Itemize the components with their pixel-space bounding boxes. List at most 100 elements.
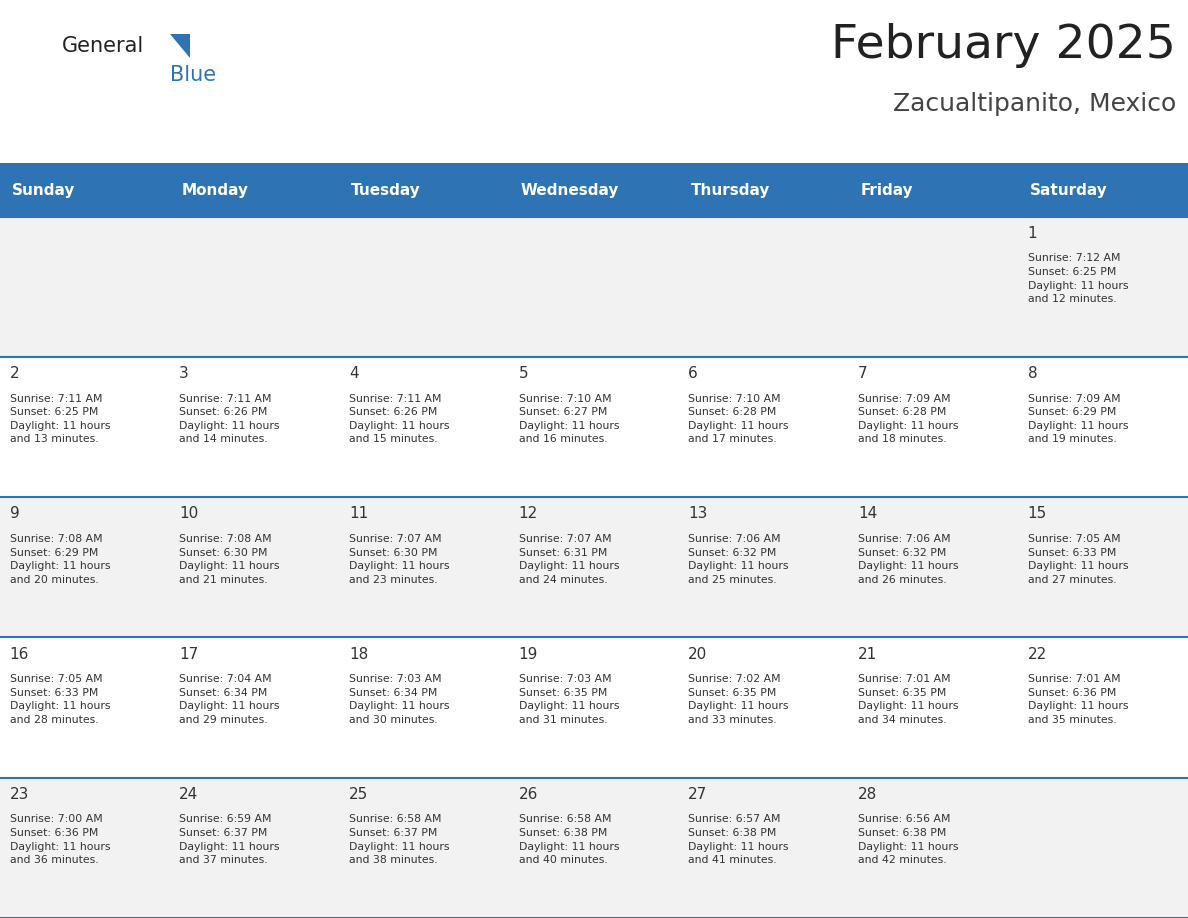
Text: Monday: Monday (182, 183, 248, 197)
Bar (848, 357, 1018, 498)
Bar (170, 637, 340, 778)
Text: Sunrise: 7:06 AM
Sunset: 6:32 PM
Daylight: 11 hours
and 25 minutes.: Sunrise: 7:06 AM Sunset: 6:32 PM Dayligh… (688, 534, 789, 585)
Text: Sunrise: 7:10 AM
Sunset: 6:27 PM
Daylight: 11 hours
and 16 minutes.: Sunrise: 7:10 AM Sunset: 6:27 PM Dayligh… (519, 394, 619, 444)
Bar (848, 498, 1018, 637)
Text: Sunrise: 7:12 AM
Sunset: 6:25 PM
Daylight: 11 hours
and 12 minutes.: Sunrise: 7:12 AM Sunset: 6:25 PM Dayligh… (1028, 253, 1129, 304)
Bar (510, 637, 678, 778)
Bar (0, 163, 170, 217)
Text: Sunrise: 7:11 AM
Sunset: 6:25 PM
Daylight: 11 hours
and 13 minutes.: Sunrise: 7:11 AM Sunset: 6:25 PM Dayligh… (10, 394, 110, 444)
Bar (0, 217, 170, 357)
Text: 14: 14 (858, 507, 877, 521)
Bar (340, 778, 510, 918)
Text: Sunrise: 6:58 AM
Sunset: 6:37 PM
Daylight: 11 hours
and 38 minutes.: Sunrise: 6:58 AM Sunset: 6:37 PM Dayligh… (349, 814, 449, 866)
Bar (340, 357, 510, 498)
Bar (1018, 498, 1188, 637)
Bar (848, 637, 1018, 778)
Text: Sunrise: 7:05 AM
Sunset: 6:33 PM
Daylight: 11 hours
and 27 minutes.: Sunrise: 7:05 AM Sunset: 6:33 PM Dayligh… (1028, 534, 1129, 585)
Bar (848, 217, 1018, 357)
Bar (848, 163, 1018, 217)
Bar (1018, 778, 1188, 918)
Text: 27: 27 (688, 787, 708, 802)
Bar (340, 217, 510, 357)
Bar (678, 498, 848, 637)
Text: Sunrise: 7:10 AM
Sunset: 6:28 PM
Daylight: 11 hours
and 17 minutes.: Sunrise: 7:10 AM Sunset: 6:28 PM Dayligh… (688, 394, 789, 444)
Text: 20: 20 (688, 646, 708, 662)
Text: Sunrise: 7:05 AM
Sunset: 6:33 PM
Daylight: 11 hours
and 28 minutes.: Sunrise: 7:05 AM Sunset: 6:33 PM Dayligh… (10, 674, 110, 725)
Polygon shape (170, 34, 190, 58)
Text: General: General (62, 36, 144, 56)
Text: Sunrise: 6:57 AM
Sunset: 6:38 PM
Daylight: 11 hours
and 41 minutes.: Sunrise: 6:57 AM Sunset: 6:38 PM Dayligh… (688, 814, 789, 866)
Text: Sunrise: 7:01 AM
Sunset: 6:36 PM
Daylight: 11 hours
and 35 minutes.: Sunrise: 7:01 AM Sunset: 6:36 PM Dayligh… (1028, 674, 1129, 725)
Bar (170, 357, 340, 498)
Bar (1018, 637, 1188, 778)
Text: 24: 24 (179, 787, 198, 802)
Bar (0, 778, 170, 918)
Text: 16: 16 (10, 646, 29, 662)
Text: Sunrise: 7:00 AM
Sunset: 6:36 PM
Daylight: 11 hours
and 36 minutes.: Sunrise: 7:00 AM Sunset: 6:36 PM Dayligh… (10, 814, 110, 866)
Text: 5: 5 (519, 366, 529, 381)
Text: 28: 28 (858, 787, 877, 802)
Text: Sunrise: 7:11 AM
Sunset: 6:26 PM
Daylight: 11 hours
and 14 minutes.: Sunrise: 7:11 AM Sunset: 6:26 PM Dayligh… (179, 394, 279, 444)
Text: Thursday: Thursday (690, 183, 770, 197)
Text: Wednesday: Wednesday (522, 183, 619, 197)
Text: Friday: Friday (860, 183, 914, 197)
Text: Sunrise: 6:59 AM
Sunset: 6:37 PM
Daylight: 11 hours
and 37 minutes.: Sunrise: 6:59 AM Sunset: 6:37 PM Dayligh… (179, 814, 279, 866)
Bar (678, 357, 848, 498)
Bar (678, 778, 848, 918)
Text: Sunrise: 6:58 AM
Sunset: 6:38 PM
Daylight: 11 hours
and 40 minutes.: Sunrise: 6:58 AM Sunset: 6:38 PM Dayligh… (519, 814, 619, 866)
Text: 13: 13 (688, 507, 708, 521)
Text: 12: 12 (519, 507, 538, 521)
Text: 1: 1 (1028, 226, 1037, 241)
Bar (1018, 163, 1188, 217)
Text: Sunrise: 7:09 AM
Sunset: 6:29 PM
Daylight: 11 hours
and 19 minutes.: Sunrise: 7:09 AM Sunset: 6:29 PM Dayligh… (1028, 394, 1129, 444)
Text: 23: 23 (10, 787, 29, 802)
Bar (340, 163, 510, 217)
Bar (510, 163, 678, 217)
Bar (0, 357, 170, 498)
Text: Sunday: Sunday (12, 183, 75, 197)
Bar (0, 637, 170, 778)
Text: 7: 7 (858, 366, 867, 381)
Text: Blue: Blue (170, 65, 216, 85)
Bar (170, 217, 340, 357)
Bar (340, 637, 510, 778)
Text: Sunrise: 7:11 AM
Sunset: 6:26 PM
Daylight: 11 hours
and 15 minutes.: Sunrise: 7:11 AM Sunset: 6:26 PM Dayligh… (349, 394, 449, 444)
Bar (848, 778, 1018, 918)
Text: Zacualtipanito, Mexico: Zacualtipanito, Mexico (893, 92, 1176, 116)
Text: Sunrise: 7:09 AM
Sunset: 6:28 PM
Daylight: 11 hours
and 18 minutes.: Sunrise: 7:09 AM Sunset: 6:28 PM Dayligh… (858, 394, 959, 444)
Bar (678, 163, 848, 217)
Bar (170, 778, 340, 918)
Text: 26: 26 (519, 787, 538, 802)
Bar (0, 498, 170, 637)
Text: 11: 11 (349, 507, 368, 521)
Text: Sunrise: 7:01 AM
Sunset: 6:35 PM
Daylight: 11 hours
and 34 minutes.: Sunrise: 7:01 AM Sunset: 6:35 PM Dayligh… (858, 674, 959, 725)
Text: 10: 10 (179, 507, 198, 521)
Text: Sunrise: 7:06 AM
Sunset: 6:32 PM
Daylight: 11 hours
and 26 minutes.: Sunrise: 7:06 AM Sunset: 6:32 PM Dayligh… (858, 534, 959, 585)
Text: Saturday: Saturday (1030, 183, 1108, 197)
Text: Tuesday: Tuesday (352, 183, 421, 197)
Text: Sunrise: 7:03 AM
Sunset: 6:34 PM
Daylight: 11 hours
and 30 minutes.: Sunrise: 7:03 AM Sunset: 6:34 PM Dayligh… (349, 674, 449, 725)
Text: February 2025: February 2025 (832, 23, 1176, 68)
Text: 3: 3 (179, 366, 189, 381)
Text: Sunrise: 7:02 AM
Sunset: 6:35 PM
Daylight: 11 hours
and 33 minutes.: Sunrise: 7:02 AM Sunset: 6:35 PM Dayligh… (688, 674, 789, 725)
Text: Sunrise: 7:04 AM
Sunset: 6:34 PM
Daylight: 11 hours
and 29 minutes.: Sunrise: 7:04 AM Sunset: 6:34 PM Dayligh… (179, 674, 279, 725)
Text: 21: 21 (858, 646, 877, 662)
Text: Sunrise: 7:03 AM
Sunset: 6:35 PM
Daylight: 11 hours
and 31 minutes.: Sunrise: 7:03 AM Sunset: 6:35 PM Dayligh… (519, 674, 619, 725)
Text: 6: 6 (688, 366, 699, 381)
Text: Sunrise: 6:56 AM
Sunset: 6:38 PM
Daylight: 11 hours
and 42 minutes.: Sunrise: 6:56 AM Sunset: 6:38 PM Dayligh… (858, 814, 959, 866)
Bar (1018, 357, 1188, 498)
Text: Sunrise: 7:07 AM
Sunset: 6:30 PM
Daylight: 11 hours
and 23 minutes.: Sunrise: 7:07 AM Sunset: 6:30 PM Dayligh… (349, 534, 449, 585)
Bar (510, 778, 678, 918)
Bar (678, 637, 848, 778)
Text: 19: 19 (519, 646, 538, 662)
Text: 2: 2 (10, 366, 19, 381)
Text: Sunrise: 7:07 AM
Sunset: 6:31 PM
Daylight: 11 hours
and 24 minutes.: Sunrise: 7:07 AM Sunset: 6:31 PM Dayligh… (519, 534, 619, 585)
Bar (1018, 217, 1188, 357)
Text: 18: 18 (349, 646, 368, 662)
Text: 22: 22 (1028, 646, 1047, 662)
Bar (170, 498, 340, 637)
Bar (678, 217, 848, 357)
Bar (170, 163, 340, 217)
Text: 15: 15 (1028, 507, 1047, 521)
Bar (510, 357, 678, 498)
